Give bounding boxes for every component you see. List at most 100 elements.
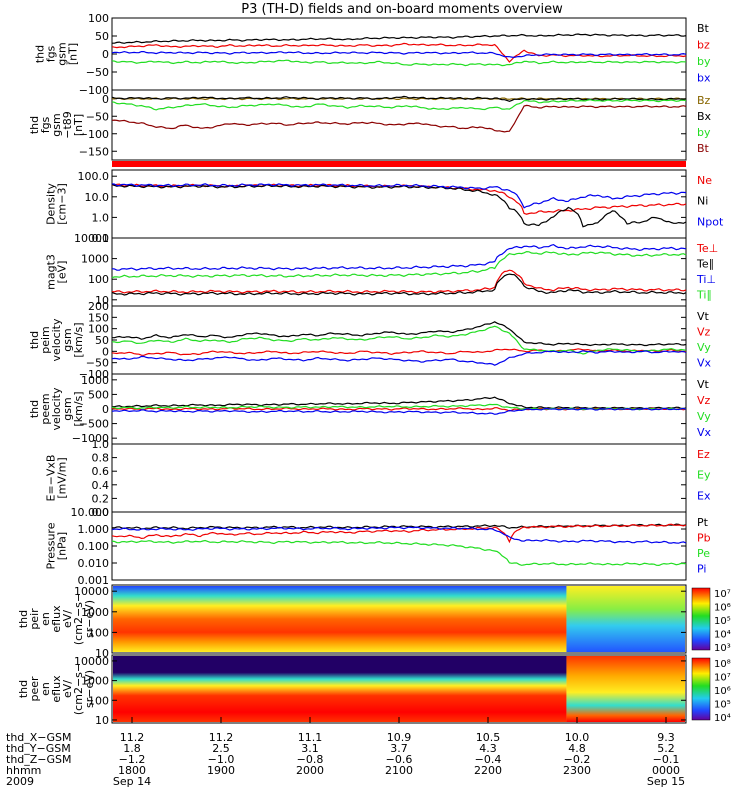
x-row-value: 1.8: [123, 742, 141, 755]
y-axis-label: eflux: [50, 605, 63, 633]
y-axis-label: Pressure: [45, 522, 58, 569]
series-line-Vx: [111, 350, 687, 366]
legend-Ez: Ez: [697, 448, 710, 461]
x-axis-annotation: thd_X−GSM 11.2 11.2 11.1 10.9 10.5 10.0 9.3 thd_…: [6, 717, 685, 788]
y-axis-label: thd: [34, 45, 47, 63]
series-line-Pi: [111, 526, 687, 544]
legend-Vy: Vy: [697, 341, 711, 354]
x-row-value: Sep 15: [647, 775, 685, 788]
panel-frame: [111, 305, 687, 375]
x-row-value: −0.1: [653, 753, 680, 766]
colorbar-tick-label: 10⁷: [714, 589, 731, 600]
y-tick-label: 0: [102, 93, 109, 106]
series-line-Vx: [111, 407, 687, 415]
heatmap-image: [566, 656, 685, 722]
x-row-value: 2200: [474, 764, 502, 777]
y-tick-label: 1000: [81, 253, 109, 266]
legend-Ex: Ex: [697, 489, 711, 502]
x-row-value: 4.8: [568, 742, 586, 755]
y-axis-label: peem: [39, 393, 52, 424]
y-tick-label: 10.000: [71, 506, 110, 519]
y-tick-label: −50: [86, 357, 109, 370]
colorbar-tick-label: 10³: [714, 643, 731, 654]
colorbar-tick-label: 10⁴: [714, 630, 731, 641]
y-tick-label: 10000: [74, 655, 109, 668]
series-line-Vy: [111, 325, 687, 355]
legend-by: by: [697, 126, 711, 139]
series-line-Vt: [112, 321, 687, 347]
y-tick-label: 1000: [81, 606, 109, 619]
y-axis-label: [eV]: [56, 261, 69, 284]
y-tick-label: 0.0: [92, 506, 110, 519]
y-axis-label: sr−eV): [83, 600, 96, 638]
series-line-bz: [111, 42, 687, 63]
y-tick-label: 100: [88, 626, 109, 639]
y-axis-label: peir: [28, 608, 41, 630]
series-line-Bt: [111, 104, 687, 133]
y-axis-label: thd: [28, 116, 41, 134]
series-line-Bt: [112, 33, 687, 44]
panel-temp: 10000 1000 100 10 magt3[eV] Te⊥ Te∥ Ti⊥ Ti∥: [45, 232, 719, 307]
x-row-value: −0.2: [564, 753, 591, 766]
x-row-value: −0.8: [297, 753, 324, 766]
legend-Vy: Vy: [697, 410, 711, 423]
y-axis-label: gsm: [56, 42, 69, 65]
y-tick-label: 1.000: [78, 523, 110, 536]
y-tick-label: 0.4: [92, 479, 110, 492]
legend-Vz: Vz: [697, 394, 711, 407]
panel-exb: 1.00.80.60.40.20.0 E=−VxB[mV/m] Ez Ey Ex: [45, 438, 711, 519]
x-row-value: 5.2: [657, 742, 675, 755]
y-tick-label: −50: [86, 110, 109, 123]
series-line-Ti∥: [111, 250, 687, 279]
y-tick-label: 100: [88, 273, 109, 286]
y-axis-label: eflux: [50, 675, 63, 703]
y-axis-label: sr−eV): [83, 670, 96, 708]
y-axis-label: en: [39, 612, 52, 626]
panel-frame: [111, 443, 687, 513]
legend-Ti∥: Ti∥: [696, 289, 712, 302]
y-axis-label: eV/: [61, 680, 74, 698]
x-row-value: 4.3: [479, 742, 497, 755]
y-tick-label: 0.6: [92, 465, 110, 478]
x-row-value: 2100: [385, 764, 413, 777]
y-tick-label: 0.100: [78, 540, 110, 553]
colorbar-tick-label: 10⁶: [714, 686, 731, 697]
separator-band: [112, 161, 686, 167]
panel-frame: [111, 89, 687, 161]
legend-Vz: Vz: [697, 326, 711, 339]
x-row-value: 2000: [296, 764, 324, 777]
y-tick-label: 1000: [81, 675, 109, 688]
x-row-value: Sep 14: [113, 775, 151, 788]
y-axis-label: [km/s]: [72, 322, 85, 357]
series-line-Te∥: [111, 273, 687, 296]
y-axis-label: en: [39, 682, 52, 696]
legend-Pe: Pe: [697, 547, 710, 560]
series-line-Vt: [112, 396, 687, 410]
y-axis-label: velocity: [50, 387, 63, 430]
x-row-value: −0.6: [386, 753, 413, 766]
colorbar-tick-label: 10⁶: [714, 603, 731, 614]
series-line-Vz: [111, 348, 687, 356]
panel-frame: [111, 237, 687, 307]
colorbar-tick-label: 10⁷: [714, 673, 731, 684]
legend-Ey: Ey: [697, 469, 711, 482]
x-row-value: 9.3: [657, 731, 675, 744]
x-row-value: 0000: [652, 764, 680, 777]
heatmap-image: [113, 586, 567, 652]
colorbar-tick-label: 10⁴: [714, 713, 731, 724]
panel-pressure: 10.000 1.000 0.100 0.010 0.001 Pressure[nPa] P…: [45, 506, 711, 587]
y-tick-label: 0.001: [78, 574, 110, 587]
panel-frame: [111, 511, 687, 581]
y-axis-label: gsm: [61, 328, 74, 351]
y-axis-label: thd: [28, 331, 41, 349]
y-tick-label: 10: [95, 714, 109, 727]
x-row-value: −1.2: [119, 753, 146, 766]
y-axis-label: eV/: [61, 610, 74, 628]
y-tick-label: −100: [79, 368, 109, 381]
series-line-by: [111, 99, 687, 111]
series-line-Ni: [111, 183, 687, 228]
